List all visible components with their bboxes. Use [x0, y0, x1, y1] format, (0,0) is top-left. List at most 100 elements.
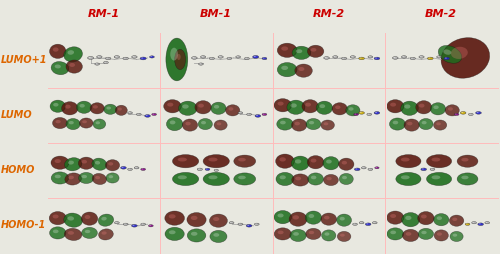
- Circle shape: [410, 57, 416, 60]
- Ellipse shape: [348, 107, 354, 110]
- Circle shape: [256, 115, 258, 116]
- Ellipse shape: [293, 232, 299, 236]
- Circle shape: [202, 56, 203, 57]
- Ellipse shape: [95, 176, 100, 179]
- Circle shape: [128, 168, 132, 170]
- Ellipse shape: [178, 175, 187, 179]
- Ellipse shape: [386, 211, 404, 224]
- Ellipse shape: [278, 231, 283, 234]
- Circle shape: [359, 221, 364, 224]
- Ellipse shape: [68, 216, 74, 220]
- Ellipse shape: [76, 101, 92, 113]
- Ellipse shape: [64, 158, 82, 171]
- Ellipse shape: [186, 122, 190, 125]
- Circle shape: [152, 114, 154, 115]
- Ellipse shape: [278, 102, 283, 106]
- Ellipse shape: [392, 121, 398, 124]
- Circle shape: [360, 112, 362, 113]
- Circle shape: [150, 225, 151, 226]
- Circle shape: [135, 167, 136, 168]
- Circle shape: [368, 114, 370, 115]
- Circle shape: [116, 222, 117, 223]
- Ellipse shape: [80, 104, 85, 108]
- Ellipse shape: [98, 229, 114, 240]
- Text: LUMO+1: LUMO+1: [1, 55, 48, 66]
- Circle shape: [375, 112, 377, 113]
- Ellipse shape: [407, 122, 412, 125]
- Ellipse shape: [274, 211, 291, 224]
- Circle shape: [106, 57, 111, 60]
- Ellipse shape: [214, 233, 220, 237]
- Ellipse shape: [177, 54, 180, 60]
- Circle shape: [359, 112, 364, 114]
- Ellipse shape: [198, 104, 204, 108]
- Ellipse shape: [182, 119, 198, 131]
- Text: HOMO: HOMO: [1, 165, 35, 175]
- Circle shape: [95, 63, 100, 65]
- Ellipse shape: [316, 101, 332, 114]
- Circle shape: [200, 63, 201, 64]
- Ellipse shape: [280, 175, 286, 179]
- Ellipse shape: [234, 155, 256, 167]
- Circle shape: [354, 113, 358, 116]
- Ellipse shape: [342, 176, 347, 179]
- Ellipse shape: [191, 232, 198, 236]
- Ellipse shape: [54, 159, 61, 163]
- Ellipse shape: [178, 101, 197, 115]
- Ellipse shape: [404, 104, 410, 109]
- Ellipse shape: [390, 214, 396, 218]
- Circle shape: [146, 115, 148, 116]
- Ellipse shape: [400, 101, 418, 115]
- Ellipse shape: [308, 45, 324, 57]
- Ellipse shape: [78, 172, 94, 184]
- Ellipse shape: [82, 175, 87, 178]
- Ellipse shape: [320, 104, 325, 108]
- Circle shape: [248, 114, 249, 115]
- Ellipse shape: [226, 105, 240, 116]
- Ellipse shape: [170, 48, 178, 60]
- Circle shape: [460, 112, 466, 114]
- Circle shape: [324, 57, 330, 59]
- Circle shape: [114, 221, 119, 224]
- Circle shape: [350, 56, 356, 58]
- Ellipse shape: [182, 104, 188, 109]
- Ellipse shape: [66, 118, 80, 130]
- Text: LUMO: LUMO: [1, 110, 32, 120]
- Ellipse shape: [324, 216, 330, 219]
- Ellipse shape: [50, 227, 66, 239]
- Ellipse shape: [426, 155, 452, 168]
- Circle shape: [132, 225, 138, 227]
- Ellipse shape: [70, 63, 75, 67]
- Ellipse shape: [96, 121, 100, 124]
- Circle shape: [236, 56, 238, 57]
- Ellipse shape: [214, 105, 219, 109]
- Ellipse shape: [287, 100, 305, 114]
- Circle shape: [334, 56, 336, 57]
- Ellipse shape: [178, 157, 187, 162]
- Circle shape: [141, 223, 146, 225]
- Ellipse shape: [168, 214, 175, 218]
- Circle shape: [430, 168, 435, 170]
- Ellipse shape: [198, 118, 212, 130]
- Ellipse shape: [54, 174, 61, 178]
- Circle shape: [478, 223, 484, 226]
- Circle shape: [462, 112, 464, 113]
- Ellipse shape: [323, 157, 339, 170]
- Ellipse shape: [51, 61, 69, 75]
- Circle shape: [369, 56, 370, 57]
- Circle shape: [140, 57, 146, 60]
- Ellipse shape: [210, 230, 227, 243]
- Ellipse shape: [419, 118, 433, 130]
- Ellipse shape: [444, 49, 452, 55]
- Ellipse shape: [274, 228, 291, 240]
- Circle shape: [454, 113, 459, 116]
- Circle shape: [420, 56, 422, 57]
- Ellipse shape: [234, 173, 256, 185]
- Ellipse shape: [308, 214, 314, 218]
- Circle shape: [486, 222, 488, 223]
- Ellipse shape: [82, 120, 87, 123]
- Ellipse shape: [326, 177, 332, 180]
- Ellipse shape: [295, 177, 301, 180]
- Ellipse shape: [448, 107, 453, 110]
- Ellipse shape: [462, 158, 468, 162]
